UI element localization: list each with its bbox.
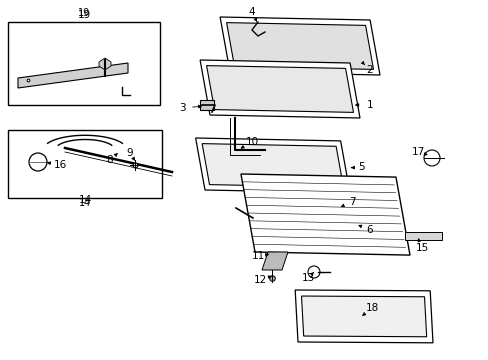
Polygon shape	[226, 23, 373, 69]
Text: 12: 12	[253, 275, 266, 285]
Text: 11: 11	[251, 251, 264, 261]
Text: 19: 19	[77, 10, 90, 20]
Text: 9: 9	[126, 148, 133, 158]
Polygon shape	[18, 63, 128, 88]
Text: 1: 1	[366, 100, 372, 110]
Polygon shape	[404, 232, 441, 240]
Bar	[8, 22, 160, 105]
Bar	[200, 100, 214, 110]
Text: 8: 8	[106, 155, 113, 165]
Text: 2: 2	[366, 65, 372, 75]
Text: 5: 5	[358, 162, 365, 172]
Polygon shape	[241, 174, 409, 255]
Polygon shape	[202, 144, 343, 187]
Text: 13: 13	[301, 273, 314, 283]
Polygon shape	[195, 138, 349, 193]
Text: 3: 3	[178, 103, 185, 113]
Text: 18: 18	[365, 303, 378, 313]
Polygon shape	[99, 58, 111, 70]
Text: 14: 14	[78, 195, 91, 205]
Text: 15: 15	[414, 243, 428, 253]
Text: 6: 6	[366, 225, 372, 235]
Polygon shape	[206, 66, 353, 112]
Polygon shape	[220, 17, 379, 75]
Polygon shape	[200, 60, 359, 118]
Text: 19: 19	[78, 8, 90, 18]
Text: 7: 7	[348, 197, 355, 207]
Text: 10: 10	[245, 137, 258, 147]
Text: 16: 16	[53, 160, 66, 170]
Polygon shape	[295, 290, 432, 343]
Bar	[8, 130, 162, 198]
Polygon shape	[262, 252, 287, 270]
Polygon shape	[301, 296, 426, 337]
Text: 14: 14	[79, 198, 91, 208]
Text: 4: 4	[248, 7, 255, 17]
Text: 17: 17	[410, 147, 424, 157]
